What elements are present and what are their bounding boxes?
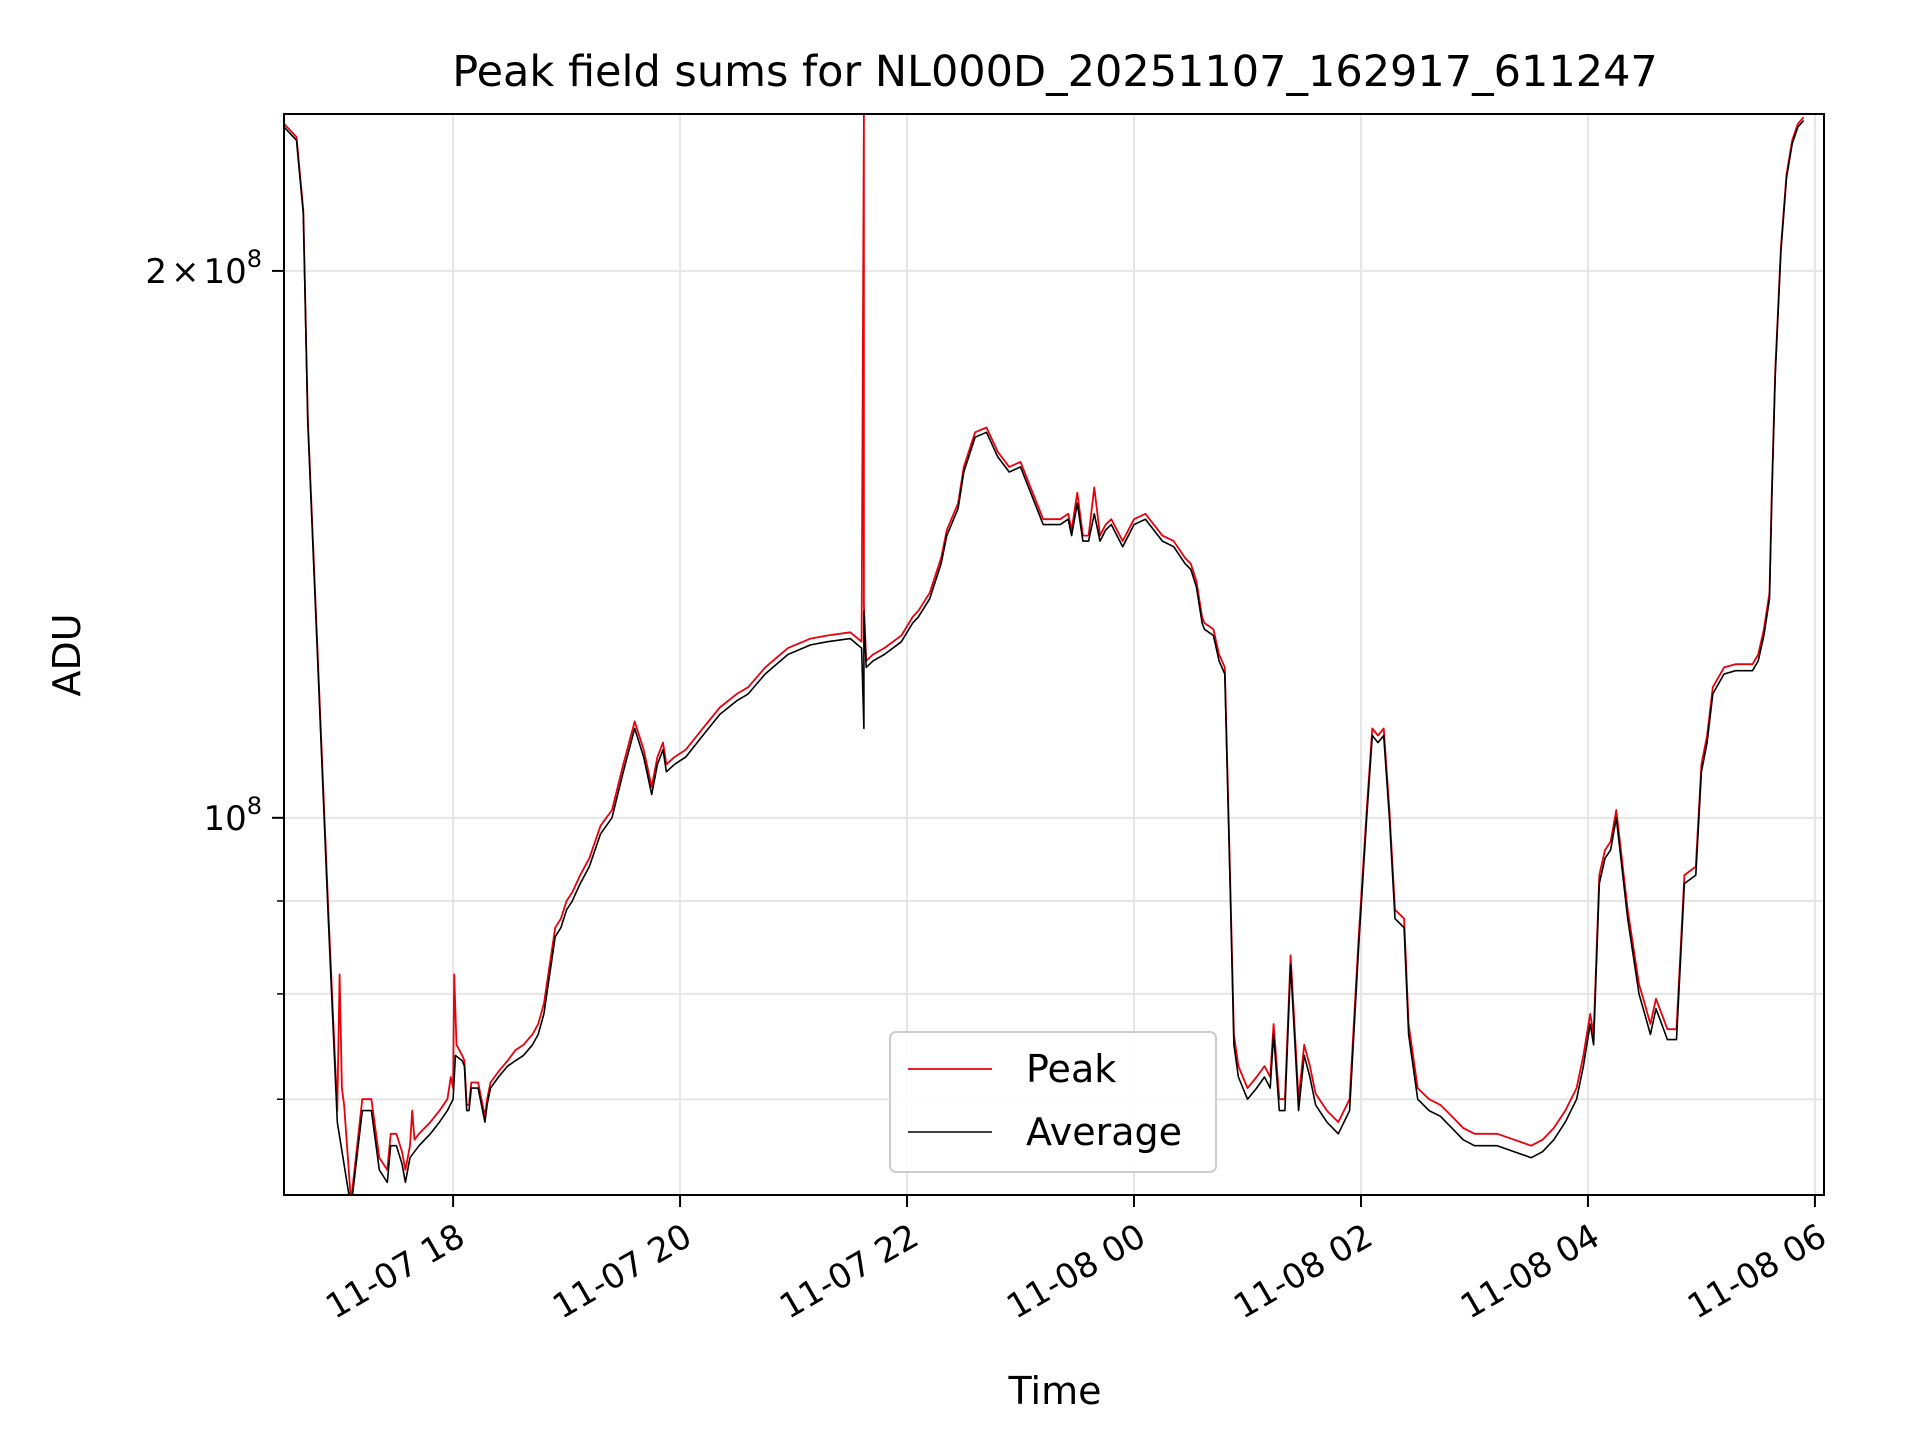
chart-title: Peak field sums for NL000D_20251107_1629… xyxy=(452,47,1658,97)
plot-frame xyxy=(283,113,1825,1196)
y-tick-label: 108 xyxy=(203,792,262,839)
legend: Peak Average xyxy=(889,1031,1217,1173)
y-axis-label: ADU xyxy=(45,613,89,696)
legend-label-average: Average xyxy=(1026,1110,1182,1154)
series-line-peak xyxy=(284,114,1805,1195)
series-line-average xyxy=(284,119,1805,1195)
y-tick-exponent: 8 xyxy=(247,792,262,820)
y-tick-exponent: 8 xyxy=(247,245,262,273)
x-axis-label: Time xyxy=(1008,1369,1102,1413)
y-tick-coef: 2 xyxy=(145,252,167,292)
grid-layer xyxy=(284,114,1824,1195)
legend-box xyxy=(889,1031,1217,1173)
legend-label-peak: Peak xyxy=(1026,1047,1116,1091)
y-tick-base: 10 xyxy=(203,252,246,292)
y-tick-base: 10 xyxy=(203,799,246,839)
series-layer xyxy=(284,114,1805,1195)
y-tick-label: 2 × 108 xyxy=(145,245,262,292)
